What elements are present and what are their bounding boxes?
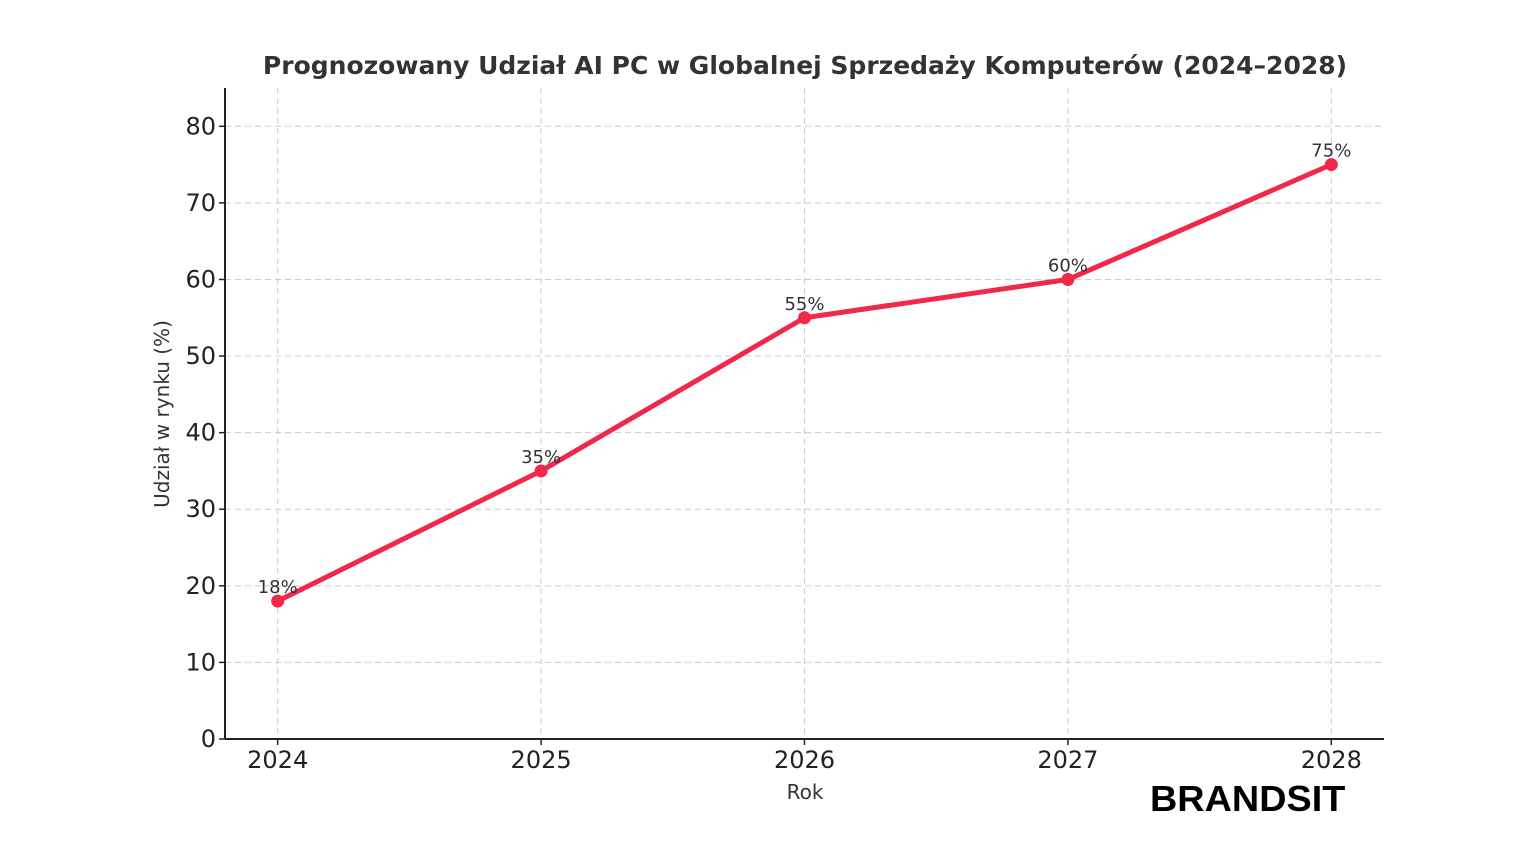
data-point <box>1061 272 1075 286</box>
x-tick-label: 2027 <box>1037 746 1098 774</box>
data-label: 60% <box>1048 255 1088 276</box>
data-label: 18% <box>258 577 298 598</box>
brandsit-logo: BRANDSIT <box>1150 778 1346 819</box>
y-tick-label: 80 <box>185 112 216 140</box>
y-tick-label: 0 <box>201 725 216 753</box>
y-tick-label: 50 <box>185 342 216 370</box>
data-point <box>271 594 285 608</box>
x-tick-label: 2026 <box>774 746 835 774</box>
chart-title: Prognozowany Udział AI PC w Globalnej Sp… <box>263 51 1347 80</box>
y-axis-label: Udział w rynku (%) <box>150 320 174 508</box>
series-line: 18% 35% 55% 60% 75% <box>258 141 1351 608</box>
x-tick-label: 2028 <box>1301 746 1362 774</box>
data-label: 55% <box>784 294 824 315</box>
y-tick-label: 70 <box>185 189 216 217</box>
y-tick-label: 60 <box>185 265 216 293</box>
x-axis-label: Rok <box>787 780 824 804</box>
y-tick-label: 10 <box>185 648 216 676</box>
data-label: 35% <box>521 447 561 468</box>
grid <box>225 88 1384 739</box>
ticks: 0 10 20 30 40 50 60 70 80 2024 2025 2026 2027 2028 <box>185 112 1361 774</box>
data-point <box>1324 158 1338 172</box>
data-point <box>798 311 811 325</box>
x-tick-label: 2025 <box>511 746 572 774</box>
data-label: 75% <box>1311 141 1351 162</box>
y-tick-label: 20 <box>185 572 216 600</box>
data-point <box>534 464 548 478</box>
x-tick-label: 2024 <box>247 746 308 774</box>
y-tick-label: 40 <box>185 419 216 447</box>
y-tick-label: 30 <box>185 495 216 523</box>
